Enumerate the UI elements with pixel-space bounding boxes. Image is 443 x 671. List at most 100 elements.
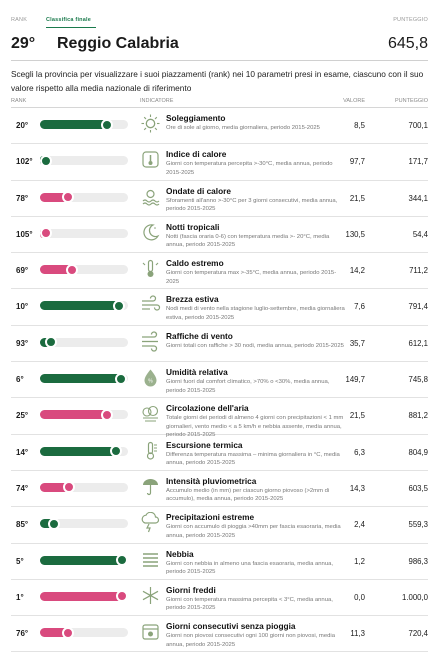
- rank-bar-knob: [65, 263, 78, 276]
- indicator-score: 54,4: [412, 229, 428, 239]
- svg-text:%: %: [148, 379, 153, 385]
- indicator-description: Differenza temperatura massima – minima …: [166, 451, 340, 467]
- indicator-rank: 74°: [16, 483, 29, 493]
- rank-bar-knob: [40, 227, 52, 240]
- indicator-row[interactable]: 25° Circolazione dell'aria Totale giorni…: [11, 398, 428, 438]
- indicator-name: Intensità pluviometrica: [166, 475, 257, 486]
- indicator-row[interactable]: 5° Nebbia Giorni con nebbia in almeno un…: [11, 544, 428, 580]
- rank-bar-fill: [40, 301, 120, 311]
- moon-icon: [143, 224, 160, 241]
- indicator-value: 0,0: [354, 592, 365, 602]
- indicator-value: 8,5: [354, 121, 365, 130]
- rank-bar-knob: [109, 445, 122, 458]
- indicator-score: 700,1: [408, 121, 428, 130]
- indicator-description: Giorni con temperatura max >-35°C, media…: [166, 270, 337, 285]
- indicator-description: Nodi medi di vento nella stagione luglio…: [166, 306, 345, 321]
- rank-bar-fill: [40, 519, 55, 529]
- rank-bar: [40, 590, 128, 603]
- indicator-row[interactable]: 93° Raffiche di vento Giorni totali con …: [11, 326, 428, 363]
- indicator-description: Totale giorni dei periodi di almeno 4 gi…: [166, 415, 344, 439]
- col-indicator: INDICATORE: [140, 98, 174, 104]
- rank-bar-knob: [100, 408, 113, 421]
- indicator-description: Giorni totali con raffiche > 30 nodi, me…: [166, 342, 344, 349]
- indicator-name: Circolazione dell'aria: [166, 403, 249, 414]
- indicator-name: Escursione termica: [166, 439, 243, 450]
- indicator-row[interactable]: 10° Brezza estiva Nodi medi di vento nel…: [11, 289, 428, 326]
- snowflake-icon: [142, 586, 159, 604]
- rank-bar: [40, 445, 128, 458]
- indicator-description: Ore di sole al giorno, media giornaliera…: [166, 125, 320, 131]
- indicator-row[interactable]: 76° Giorni consecutivi senza pioggia Gio…: [11, 616, 428, 653]
- rank-bar: [40, 191, 128, 204]
- indicator-value: 149,7: [345, 375, 365, 385]
- rank-bar-knob: [44, 336, 57, 349]
- rank-bar: [40, 626, 128, 639]
- indicator-name: Raffiche di vento: [166, 330, 233, 341]
- indicator-score: 881,2: [408, 411, 428, 421]
- rank-bar: [40, 481, 128, 494]
- final-ranking-label: Classifica finale: [46, 17, 91, 23]
- indicator-row[interactable]: 78° Ondate di calore Sforamenti all'anno…: [11, 181, 428, 217]
- rank-label: RANK: [11, 17, 28, 23]
- rank-bar: [40, 372, 128, 385]
- table-header-divider: [11, 107, 428, 108]
- breeze-icon: [142, 295, 161, 312]
- indicator-row[interactable]: 69° Caldo estremo Giorni con temperatura…: [11, 253, 428, 290]
- fog-icon: [143, 552, 158, 567]
- final-label-underline: [46, 27, 96, 28]
- indicator-row[interactable]: 14° Escursione termica Differenza temper…: [11, 435, 428, 471]
- rank-bar-knob: [63, 481, 76, 494]
- rank-bar-knob: [100, 118, 113, 131]
- indicator-description: Sforamenti all'anno >-30°C per 3 giorni …: [166, 197, 338, 213]
- rank-bar-knob: [115, 554, 128, 567]
- indicator-rank: 20°: [16, 121, 29, 130]
- province-rank: 29°: [11, 35, 36, 52]
- rank-bar-fill: [40, 192, 69, 202]
- indicator-row[interactable]: 6° % Umidità relativa Giorni fuori dal c…: [11, 362, 428, 399]
- indicator-rank: 93°: [16, 338, 29, 348]
- indicator-value: 130,5: [345, 229, 365, 239]
- sun-icon: [141, 114, 160, 133]
- indicator-list: 20° Soleggiamento Ore di sole al giorno,…: [11, 108, 428, 653]
- indicator-description: Giorni con temperatura percepita >-30°C,…: [166, 161, 333, 176]
- header-labels: RANK Classifica finale PUNTEGGIO: [11, 17, 428, 27]
- col-rank: RANK: [11, 98, 27, 104]
- indicator-value: 21,5: [349, 193, 365, 203]
- indicator-row[interactable]: 1° Giorni freddi Giorni con temperatura …: [11, 580, 428, 617]
- rank-bar: [40, 554, 128, 567]
- indicator-name: Giorni consecutivi senza pioggia: [166, 621, 296, 632]
- indicator-rank: 105°: [16, 229, 33, 239]
- rank-bar: [40, 263, 128, 276]
- indicator-value: 21,5: [349, 411, 365, 421]
- indicator-description: Notti (fascia oraria 0-6) con temperatur…: [166, 233, 330, 249]
- indicator-row[interactable]: 85° Precipitazioni estreme Giorni con ac…: [11, 507, 428, 544]
- rank-bar-knob: [40, 154, 52, 167]
- rain-icon: [143, 478, 158, 495]
- col-value: VALORE: [343, 98, 365, 104]
- indicator-score: 711,2: [409, 266, 428, 276]
- indicator-row[interactable]: 105° Notti tropicali Notti (fascia orari…: [11, 217, 428, 254]
- intro-text: Scegli la provincia per visualizzare i s…: [11, 69, 424, 93]
- indicator-description: Giorni con temperatura massima percepita…: [166, 596, 333, 612]
- indicator-score: 1.000,0: [401, 592, 428, 602]
- indicator-row[interactable]: 74° Intensità pluviometrica Accumulo med…: [11, 471, 428, 508]
- rank-bar: [40, 408, 128, 421]
- indicator-row[interactable]: 102° Indice di calore Giorni con tempera…: [11, 144, 428, 181]
- indicator-score: 612,1: [408, 338, 428, 348]
- indicator-score: 559,3: [408, 520, 428, 530]
- indicator-rank: 25°: [16, 411, 29, 421]
- storm-icon: [141, 512, 160, 533]
- indicator-rank: 69°: [16, 266, 29, 276]
- indicator-rank: 6°: [16, 375, 24, 385]
- air-circulation-icon: [142, 406, 159, 422]
- indicator-value: 7,6: [354, 302, 365, 312]
- rank-bar: [40, 118, 128, 131]
- rank-bar: [40, 227, 128, 240]
- rank-bar: [40, 299, 128, 312]
- rank-bar-fill: [40, 628, 69, 638]
- indicator-name: Notti tropicali: [166, 221, 220, 232]
- heatwave-icon: [142, 189, 160, 206]
- indicator-row[interactable]: 20° Soleggiamento Ore di sole al giorno,…: [11, 108, 428, 145]
- rank-bar-knob: [62, 626, 75, 639]
- province-name[interactable]: Reggio Calabria: [57, 35, 179, 52]
